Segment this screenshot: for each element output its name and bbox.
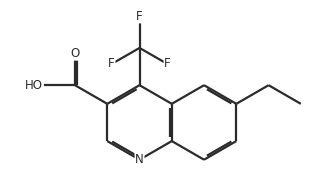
Text: F: F (136, 10, 143, 23)
Text: F: F (164, 58, 171, 70)
Text: HO: HO (25, 79, 43, 92)
Text: O: O (70, 47, 80, 60)
Text: F: F (108, 58, 115, 70)
Text: N: N (135, 153, 144, 166)
